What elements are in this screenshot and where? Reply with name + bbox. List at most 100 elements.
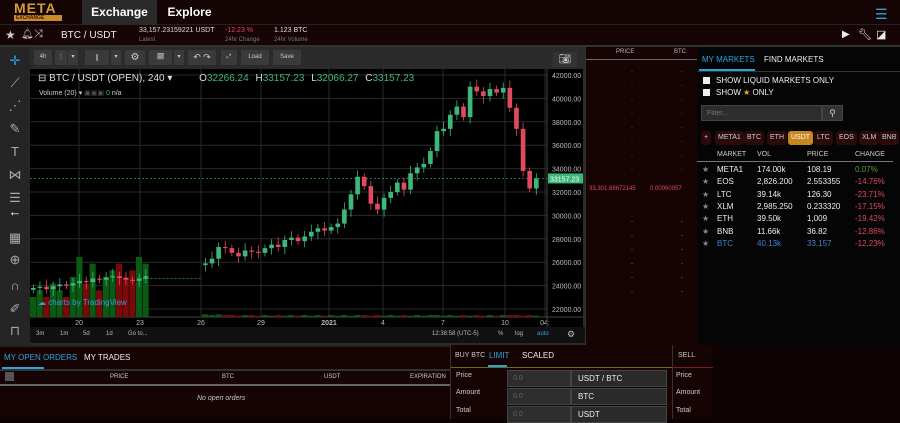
volume-bar [116, 263, 123, 317]
star-icon[interactable]: ★ [702, 189, 710, 199]
tab-my-trades[interactable]: MY TRADES [84, 353, 131, 362]
settings-icon[interactable]: ⚙ [125, 50, 145, 65]
crosshair-icon[interactable]: ✛ [9, 53, 21, 68]
price-input[interactable]: 0.0 [507, 370, 571, 387]
indicators-icon[interactable]: 📈︎ [149, 50, 172, 65]
range-1d[interactable]: 1d [106, 331, 113, 337]
symbol-dropdown-icon[interactable]: ▾ [164, 73, 173, 84]
market-chip-add[interactable]: + [701, 131, 712, 145]
text-icon[interactable]: T [11, 144, 19, 159]
camera-icon[interactable]: 📷︎ [553, 52, 577, 67]
market-chip-meta1[interactable]: META1 [715, 131, 744, 145]
market-row[interactable]: ★ BTC 40.13k 33,157 -12.23% [697, 238, 900, 250]
amount-input[interactable]: 0.0 [507, 388, 571, 405]
tab-open-orders[interactable]: MY OPEN ORDERS [4, 353, 78, 362]
brush-icon[interactable]: ✎ [9, 121, 21, 136]
volume-bar [30, 297, 37, 317]
tab-limit[interactable]: LIMIT [489, 351, 510, 360]
pitchfork-icon[interactable]: ⋰ [8, 98, 22, 113]
more-icon[interactable]: ⋮ [55, 50, 67, 65]
ob-row-placeholder: - [631, 167, 633, 173]
candlestick-chart[interactable]: 42000.00 40000.00 38000.00 36000.00 34000.00… [30, 69, 584, 327]
wrench-icon[interactable]: 🔧︎ [858, 29, 872, 41]
search-icon[interactable]: ⚲ [822, 105, 843, 121]
volume-bar [248, 315, 255, 317]
market-row[interactable]: ★ EOS 2,826.200 2.553355 -14.76% [697, 176, 900, 188]
shuffle-icon[interactable]: ⤨ [34, 28, 43, 40]
fib-icon[interactable]: ☰ [9, 190, 21, 205]
candle-type-icon[interactable]: ⫾ [85, 50, 109, 65]
filter-input[interactable] [701, 105, 822, 121]
goto-button[interactable]: Go to... [128, 331, 148, 337]
tab-exchange[interactable]: Exchange [82, 0, 157, 25]
volume-bar [400, 315, 407, 317]
candle-body [90, 278, 96, 283]
volume-bar [394, 315, 401, 317]
interval-dropdown-icon[interactable]: ▾ [68, 50, 78, 65]
tab-explore[interactable]: Explore [167, 5, 212, 19]
trendline-icon[interactable]: ⟋ [10, 75, 20, 90]
chart-type-dropdown-icon[interactable]: ▾ [111, 50, 121, 65]
select-all-checkbox[interactable] [5, 372, 14, 381]
measure-icon[interactable]: ▦ [8, 230, 22, 245]
pattern-icon[interactable]: ⋈ [8, 167, 22, 182]
area-chart-icon[interactable]: ◪ [876, 29, 887, 41]
play-icon[interactable]: ▶ [842, 29, 850, 40]
range-3m[interactable]: 3m [36, 331, 45, 337]
tab-my-markets[interactable]: MY MARKETS [702, 55, 755, 64]
star-icon[interactable]: ★ [702, 165, 710, 174]
change-label: 24hr Change [225, 37, 260, 43]
chart-settings-icon[interactable]: ⚙ [567, 329, 576, 339]
star-icon[interactable]: ★ [702, 238, 710, 248]
star-icon[interactable]: ★ [702, 177, 710, 187]
candle-body [275, 244, 281, 247]
range-1m[interactable]: 1m [60, 331, 69, 337]
load-button[interactable]: Load [241, 50, 269, 65]
menu-icon[interactable]: ☰ [875, 6, 888, 22]
fullscreen-icon[interactable]: ⤢ [221, 50, 237, 65]
market-chip-btc[interactable]: BTC [744, 131, 764, 145]
zoom-icon[interactable]: ⊕ [9, 252, 21, 267]
star-icon[interactable]: ★ [702, 201, 710, 211]
lock-drawing-icon[interactable]: ✐ [9, 301, 21, 316]
market-chip-eth[interactable]: ETH [767, 131, 787, 145]
market-row[interactable]: ★ ETH 39.50k 1,009 -19.42% [697, 213, 900, 225]
starred-checkbox[interactable] [703, 89, 710, 96]
lock-icon[interactable]: ⊓ [9, 323, 21, 338]
market-row[interactable]: ★ BNB 11.66k 36.82 -12.86% [697, 226, 900, 238]
market-chip-usdt[interactable]: USDT [788, 131, 814, 145]
market-chip-xlm[interactable]: XLM [859, 131, 880, 145]
market-row[interactable]: ★ META1 174.00k 108.19 0.07% [697, 164, 900, 176]
liquid-checkbox[interactable] [703, 77, 710, 84]
save-button[interactable]: Save [273, 50, 301, 65]
sell-panel: SELL Price Amount Total [672, 345, 713, 419]
logo[interactable]: META EXCHANGE [14, 1, 64, 22]
bell-icon[interactable]: 🔔︎ [21, 29, 34, 40]
candle-body [408, 173, 413, 190]
star-icon[interactable]: ★ [702, 226, 710, 236]
market-chip-eos[interactable]: EOS [836, 131, 857, 145]
market-row[interactable]: ★ XLM 2,985.250 0.233320 -17.15% [697, 201, 900, 213]
log-toggle[interactable]: log [515, 331, 524, 337]
market-chip-bnb[interactable]: BNB [879, 131, 900, 145]
tradingview-watermark[interactable]: ☁ charts by TradingView [38, 298, 127, 307]
tab-scaled[interactable]: SCALED [522, 351, 555, 360]
star-icon[interactable]: ★ [702, 214, 710, 224]
tab-find-markets[interactable]: FIND MARKETS [764, 55, 824, 64]
magnet-icon[interactable]: ∩ [10, 278, 20, 293]
undo-redo-icon[interactable]: ↶ ↷ [188, 50, 216, 65]
arrow-left-icon[interactable]: ← [8, 204, 22, 219]
ob-row-placeholder: - [631, 97, 633, 103]
range-5d[interactable]: 5d [83, 331, 90, 337]
chart-plot[interactable]: 42000.00 40000.00 38000.00 36000.00 34000.00… [30, 69, 584, 337]
interval-button[interactable]: 4h [34, 50, 52, 65]
market-chip-ltc[interactable]: LTC [814, 131, 833, 145]
candle-body [514, 107, 519, 129]
indicators-dropdown-icon[interactable]: ▾ [174, 50, 184, 65]
collapse-icon[interactable]: ⊟ [38, 73, 50, 84]
market-row[interactable]: ★ LTC 39.14k 126.30 -23.71% [697, 189, 900, 201]
auto-toggle[interactable]: auto [537, 331, 549, 337]
star-icon[interactable]: ★ [5, 28, 16, 42]
percent-toggle[interactable]: % [498, 331, 504, 337]
total-input[interactable]: 0.0 [507, 406, 571, 423]
